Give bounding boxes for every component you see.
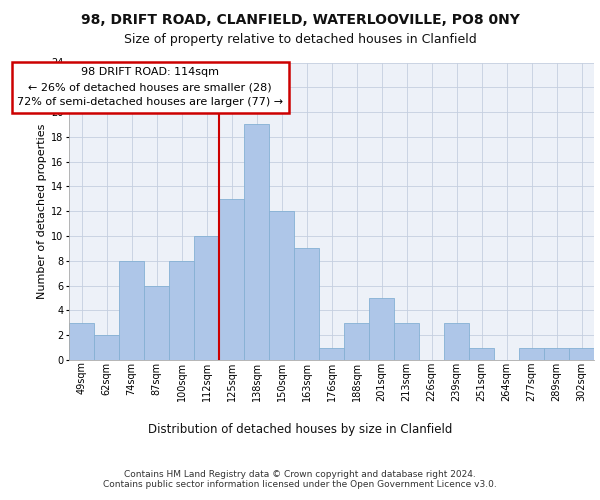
Bar	[544, 348, 569, 360]
Bar	[244, 124, 269, 360]
Bar	[119, 261, 144, 360]
Bar	[394, 323, 419, 360]
Text: 98, DRIFT ROAD, CLANFIELD, WATERLOOVILLE, PO8 0NY: 98, DRIFT ROAD, CLANFIELD, WATERLOOVILLE…	[80, 12, 520, 26]
Text: Size of property relative to detached houses in Clanfield: Size of property relative to detached ho…	[124, 32, 476, 46]
Bar	[169, 261, 194, 360]
Bar	[69, 323, 94, 360]
Text: Contains HM Land Registry data © Crown copyright and database right 2024.
Contai: Contains HM Land Registry data © Crown c…	[103, 470, 497, 489]
Bar	[319, 348, 344, 360]
Bar	[569, 348, 594, 360]
Bar	[269, 211, 294, 360]
Y-axis label: Number of detached properties: Number of detached properties	[37, 124, 47, 299]
Bar	[219, 199, 244, 360]
Bar	[194, 236, 219, 360]
Text: 98 DRIFT ROAD: 114sqm
← 26% of detached houses are smaller (28)
72% of semi-deta: 98 DRIFT ROAD: 114sqm ← 26% of detached …	[17, 68, 283, 107]
Bar	[369, 298, 394, 360]
Bar	[94, 335, 119, 360]
Bar	[444, 323, 469, 360]
Bar	[519, 348, 544, 360]
Bar	[294, 248, 319, 360]
Bar	[469, 348, 494, 360]
Bar	[344, 323, 369, 360]
Bar	[144, 286, 169, 360]
Text: Distribution of detached houses by size in Clanfield: Distribution of detached houses by size …	[148, 422, 452, 436]
